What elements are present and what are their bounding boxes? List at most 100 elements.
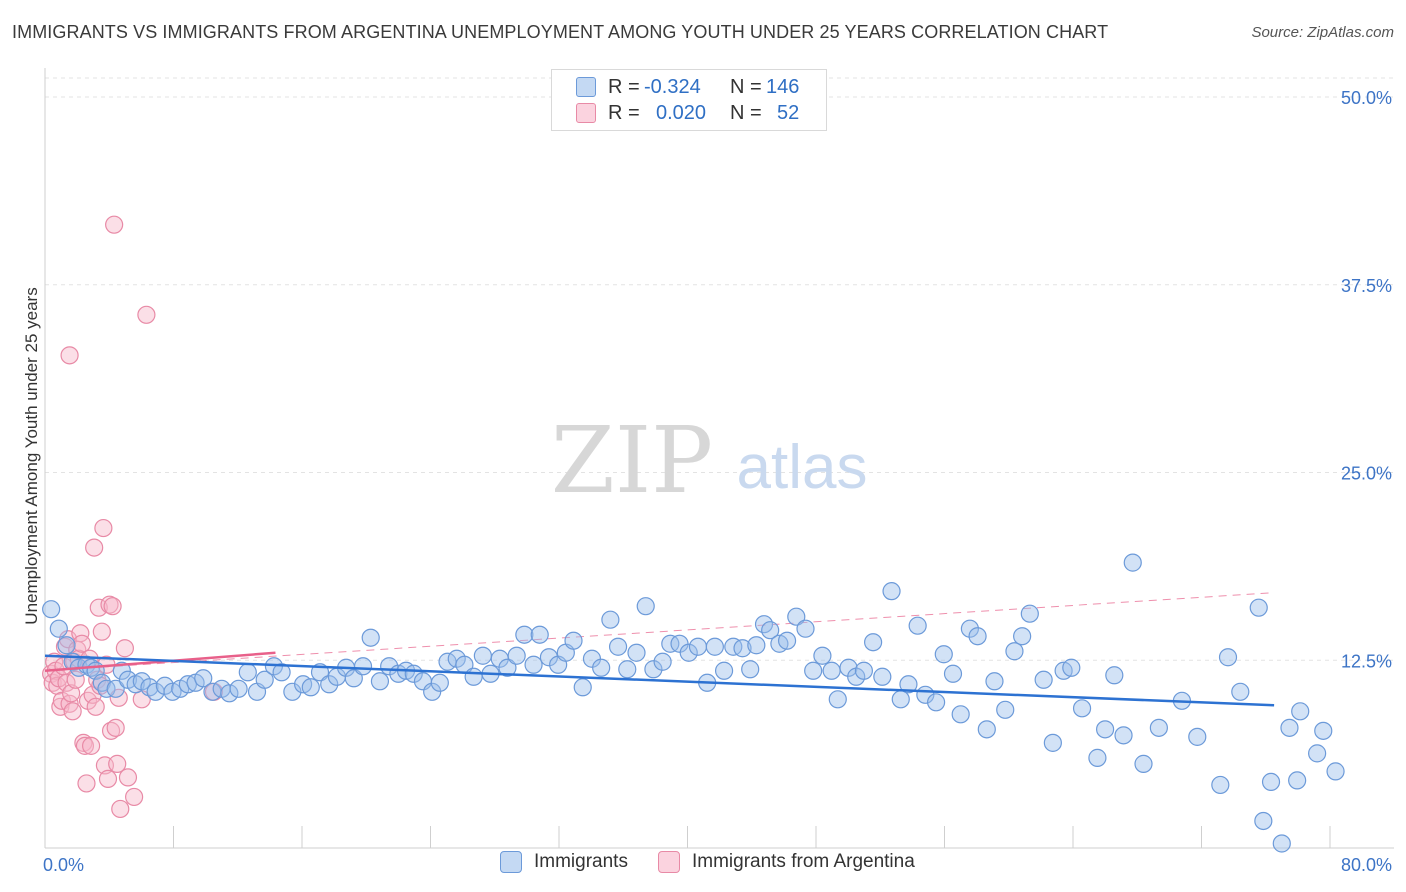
immigrants-point xyxy=(507,646,526,665)
immigrants-point xyxy=(873,667,892,686)
immigrants-point xyxy=(741,660,760,679)
y-tick-label: 50.0% xyxy=(1341,88,1392,108)
n-label: N = xyxy=(730,101,762,124)
argentina-point xyxy=(77,774,96,793)
n-label: N = xyxy=(730,75,762,98)
immigrants-point xyxy=(1105,666,1124,685)
argentina-point xyxy=(62,684,81,703)
argentina-trend-extended xyxy=(44,592,1275,672)
immigrants-point xyxy=(1218,648,1238,667)
argentina-point xyxy=(85,538,104,557)
argentina-point xyxy=(60,346,79,365)
argentina-point xyxy=(98,769,118,789)
immigrants-point xyxy=(968,627,987,646)
immigrants-point xyxy=(1088,748,1107,767)
immigrants-point xyxy=(539,648,559,667)
immigrants-point xyxy=(1149,718,1168,737)
argentina-legend-swatch xyxy=(657,851,680,873)
immigrants-point xyxy=(705,637,724,656)
immigrants-point xyxy=(430,673,449,692)
immigrants-point xyxy=(1280,718,1299,737)
stats-legend: R = -0.324 N = 146 R = 0.020 N = 52 xyxy=(551,69,827,131)
immigrants-point xyxy=(864,633,883,652)
argentina-point xyxy=(92,622,111,641)
y-tick-label: 12.5% xyxy=(1341,651,1392,671)
trend-lines xyxy=(44,651,1275,707)
argentina-point xyxy=(118,768,138,787)
immigrants-point xyxy=(1062,658,1081,677)
immigrants-point xyxy=(926,693,946,712)
immigrants-point xyxy=(724,637,743,656)
immigrants-point xyxy=(229,679,248,698)
immigrants-point xyxy=(57,636,76,655)
immigrants-point xyxy=(985,672,1004,691)
immigrants-point xyxy=(1231,682,1250,701)
immigrants-point xyxy=(804,661,823,680)
r-value: -0.324 xyxy=(644,75,701,98)
immigrants-point xyxy=(1254,811,1273,831)
immigrants-point xyxy=(49,619,68,638)
watermark: ZIP atlas xyxy=(551,407,868,514)
immigrants-point xyxy=(42,600,61,619)
argentina-point xyxy=(111,799,130,819)
x-tick-label: 80.0% xyxy=(1341,855,1392,875)
immigrants-point xyxy=(524,655,543,674)
immigrants-point xyxy=(796,619,815,638)
axes xyxy=(44,68,1394,849)
immigrants-point xyxy=(473,646,492,665)
immigrants-point xyxy=(592,658,611,677)
x-tick-label: 0.0% xyxy=(43,855,84,875)
legend-item-immigrants[interactable]: Immigrants xyxy=(500,851,628,873)
argentina-point xyxy=(94,518,113,538)
argentina-swatch xyxy=(576,103,596,123)
immigrants-point xyxy=(1005,642,1024,661)
watermark-atlas: atlas xyxy=(737,433,868,502)
immigrants-point xyxy=(112,661,131,680)
immigrants-point xyxy=(464,667,483,686)
argentina-point xyxy=(66,670,85,689)
argentina-trend-line xyxy=(44,651,276,673)
immigrants-point xyxy=(238,663,257,682)
immigrants-point xyxy=(1261,772,1281,792)
argentina-point xyxy=(105,215,124,234)
immigrants-point xyxy=(733,639,752,658)
immigrants-point xyxy=(220,684,239,703)
r-label: R = xyxy=(608,101,640,124)
immigrants-point xyxy=(320,675,339,694)
immigrants-point xyxy=(370,672,390,691)
grid-lines xyxy=(45,77,1394,661)
immigrants-point xyxy=(854,661,873,680)
immigrants-point xyxy=(899,675,918,694)
immigrants-point xyxy=(106,679,125,698)
immigrants-point xyxy=(194,669,213,688)
immigrants-point xyxy=(283,682,302,701)
immigrants-point xyxy=(908,616,927,635)
immigrants-point xyxy=(679,643,698,662)
immigrants-trend-line xyxy=(44,654,1275,707)
immigrants-point xyxy=(688,637,708,656)
immigrants-point xyxy=(787,607,806,626)
immigrants-point xyxy=(653,652,672,671)
argentina-point xyxy=(86,697,105,716)
immigrants-point xyxy=(644,660,663,679)
y-tick-label: 37.5% xyxy=(1341,276,1392,296)
immigrants-point xyxy=(636,597,655,616)
legend-label: Immigrants from Argentina xyxy=(691,851,915,872)
immigrants-point xyxy=(601,610,620,629)
legend-item-argentina[interactable]: Immigrants from Argentina xyxy=(657,851,915,873)
immigrants-point xyxy=(1123,553,1142,572)
immigrants-point xyxy=(1043,733,1062,752)
immigrants-point xyxy=(97,679,116,698)
immigrants-point xyxy=(353,657,373,676)
argentina-point xyxy=(115,639,134,658)
immigrants-point xyxy=(1013,627,1032,646)
tick-labels: 12.5% 25.0% 37.5% 50.0% 0.0% 80.0% xyxy=(43,88,1392,875)
immigrants-point xyxy=(1211,775,1230,795)
immigrants-point xyxy=(178,675,197,694)
source-label: Source: ZipAtlas.com xyxy=(1251,24,1394,41)
immigrants-point xyxy=(822,661,841,680)
immigrants-point xyxy=(934,645,953,664)
immigrants-point xyxy=(1134,754,1153,773)
immigrants-point xyxy=(1072,699,1092,718)
